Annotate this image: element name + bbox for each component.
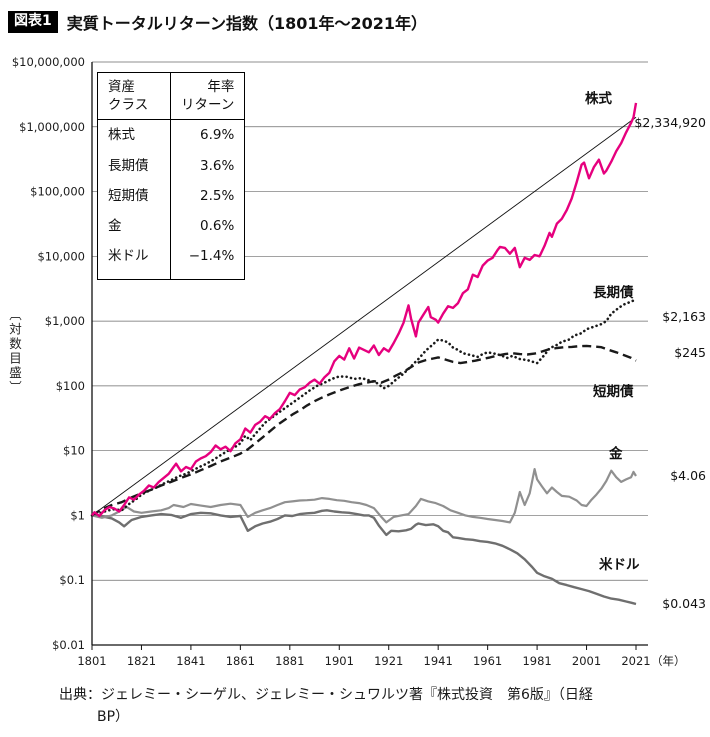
y-tick-label: $1,000,000 [19,120,85,134]
y-tick-label: $100 [56,379,85,393]
x-tick-label: 1881 [275,654,304,668]
table-row: 米ドル −1.4% [98,241,245,280]
x-axis-unit: （年） [651,654,686,668]
series-line-long-term-bonds [90,298,638,517]
table-cell-asset: 長期債 [108,157,149,174]
series-label-gold: 金 [609,446,623,462]
table-cell-return: −1.4% [169,241,245,280]
series-end-value-short-term-bonds: $245 [674,345,706,360]
series-line-us-dollar [91,509,637,606]
table-header-asset-class: 資産 クラス [97,72,171,121]
source-line-1: 出典：ジェレミー・シーゲル、ジェレミー・シュワルツ著『株式投資 第6版』（日経 [59,687,593,703]
figure-badge: 図表1 [8,11,58,33]
x-tick-label: 1961 [473,654,502,668]
x-tick-label: 1941 [424,654,453,668]
x-tick-label: 1821 [127,654,156,668]
table-cell-return: 0.6% [169,211,245,242]
x-tick-label: 2001 [572,654,601,668]
series-end-value-us-dollar: $0.043 [662,596,706,611]
x-tick-label: 1981 [522,654,551,668]
y-tick-label: $10,000,000 [12,55,85,69]
trend-line [91,116,637,516]
series-label-us-dollar: 米ドル [599,557,640,573]
series-line-gold [91,468,637,524]
table-row: 短期債 2.5% [98,180,245,212]
chart-plot: $10,000,000 $1,000,000 $100,000 $10,000 $1,0… [12,55,686,668]
x-tick-label: 1901 [325,654,354,668]
y-tick-label: $1,000 [45,314,85,328]
series-line-short-term-bonds [91,344,637,517]
x-tick-label: 2021 [621,654,650,668]
y-tick-label: $0.01 [52,638,85,652]
figure-header: 図表1 実質トータルリターン指数（1801年〜2021年） [8,10,427,34]
series-end-value-gold: $4.06 [670,468,706,483]
x-tick-label: 1841 [176,654,205,668]
table-header-row: 資産 クラス 年率 リターン [97,72,245,121]
y-axis-title: 〔対数目盛〕 [7,308,22,395]
table-header-annual-return: 年率 リターン [169,72,245,121]
table-cell-return: 6.9% [169,119,245,151]
series-label-long-term-bonds: 長期債 [593,285,634,301]
series-line-stocks [91,102,638,518]
table-cell-return: 2.5% [169,180,245,212]
source-citation: 出典：ジェレミー・シーゲル、ジェレミー・シュワルツ著『株式投資 第6版』（日経 … [59,684,593,729]
y-tick-label: $10,000 [37,249,85,263]
table-row: 株式 6.9% [98,119,245,151]
x-tick-label: 1921 [374,654,403,668]
y-tick-label: $0.1 [59,573,85,587]
series-label-short-term-bonds: 短期債 [593,384,634,400]
x-tick-label: 1801 [77,654,106,668]
x-tick-label: 1861 [226,654,255,668]
annual-returns-table: 資産 クラス 年率 リターン 株式 6.9% 長期債 3.6% 短期債 2.5%… [97,72,246,280]
table-cell-asset: 金 [108,218,122,235]
series-end-value-stocks: $2,334,920 [634,115,706,130]
table-cell-asset: 短期債 [108,187,149,204]
series-label-stocks: 株式 [585,91,612,107]
table-cell-asset: 米ドル [108,248,149,265]
table-row: 長期債 3.6% [98,150,245,181]
source-line-2: BP） [97,709,130,726]
figure-title: 実質トータルリターン指数（1801年〜2021年） [66,14,428,33]
table-cell-return: 3.6% [169,150,245,181]
y-tick-label: $1 [70,508,85,522]
table-cell-asset: 株式 [108,127,135,144]
y-tick-label: $100,000 [30,185,85,199]
y-tick-label: $10 [63,444,85,458]
series-end-value-long-term-bonds: $2,163 [662,309,706,324]
table-row: 金 0.6% [98,211,245,242]
